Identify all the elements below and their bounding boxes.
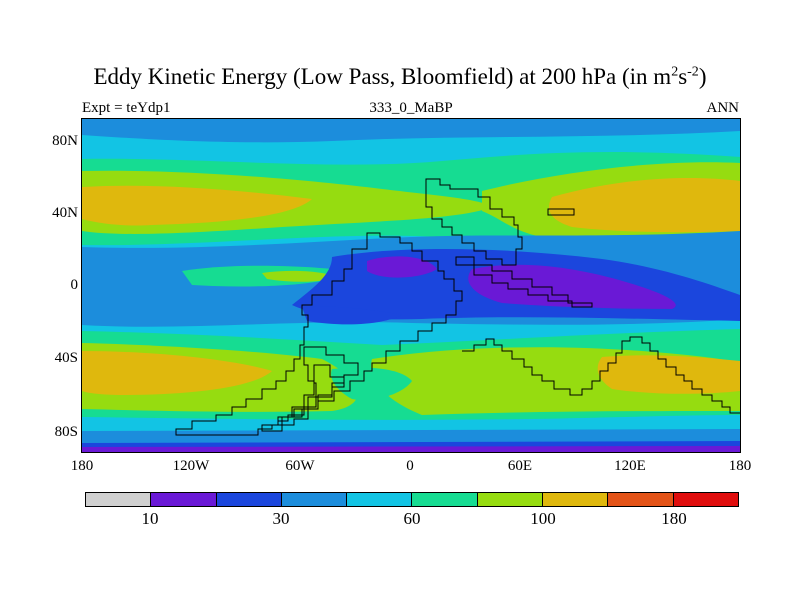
colorbar-segment xyxy=(86,493,151,506)
field-north-gold-west xyxy=(82,185,312,226)
x-tick-label: 0 xyxy=(406,458,414,474)
y-tick-label: 40S xyxy=(54,350,78,366)
colorbar-segment xyxy=(411,493,477,506)
coastline-southeast-continent xyxy=(462,336,740,414)
colorbar-segment xyxy=(215,493,281,506)
y-tick-label: 80S xyxy=(54,424,78,440)
coastline-island-north xyxy=(547,208,575,216)
x-tick-label: 60W xyxy=(285,458,315,474)
field-purple-east xyxy=(468,264,676,309)
x-tick-label: 180 xyxy=(70,458,94,474)
plot-title: Eddy Kinetic Energy (Low Pass, Bloomfiel… xyxy=(93,64,707,89)
colorbar-label: 60 xyxy=(403,509,421,528)
colorbar-segment xyxy=(672,493,738,506)
case-label: 333_0_MaBP xyxy=(369,100,453,116)
field-purple-west xyxy=(367,256,437,278)
colorbar-segment xyxy=(280,493,347,506)
coastline-north-continent xyxy=(425,178,523,266)
y-tick-label: 0 xyxy=(70,277,79,293)
colorbar-label: 100 xyxy=(530,509,556,528)
field-north-gold-east xyxy=(548,178,740,233)
contour-map xyxy=(82,119,740,452)
y-tick-label: 80N xyxy=(52,133,78,149)
colorbar-segment xyxy=(150,493,216,506)
x-tick-label: 120E xyxy=(614,458,646,474)
colorbar-segment xyxy=(542,493,608,506)
season-label: ANN xyxy=(706,100,740,116)
coastline-lower-continent xyxy=(261,346,359,432)
colorbar-segment xyxy=(607,493,673,506)
field-south-gold-east xyxy=(597,355,740,394)
field-south-gold-west xyxy=(82,351,272,395)
x-tick-label: 180 xyxy=(728,458,752,474)
colorbar-label: 180 xyxy=(661,509,687,528)
coastline-inner-africa xyxy=(277,364,345,422)
field-blue-tongue xyxy=(302,306,402,325)
y-tick-label: 40N xyxy=(52,205,78,221)
coastline-east-continent xyxy=(455,256,593,308)
field-lime-lens xyxy=(262,270,337,282)
field-antarctic-blue xyxy=(82,441,740,447)
experiment-label: Expt = teYdp1 xyxy=(82,100,171,116)
colorbar xyxy=(85,492,739,507)
coastlines xyxy=(175,178,740,436)
field-south-green-mid xyxy=(331,367,412,401)
contour-map-svg xyxy=(82,119,740,452)
x-tick-label: 60E xyxy=(507,458,533,474)
colorbar-label: 30 xyxy=(272,509,290,528)
x-tick-label: 120W xyxy=(172,458,210,474)
colorbar-segment xyxy=(476,493,543,506)
colorbar-segment xyxy=(346,493,412,506)
field-arctic-midblue xyxy=(82,119,740,143)
field-antarctic-purple xyxy=(82,446,740,452)
field-antarctic-midblue xyxy=(82,429,740,445)
colorbar-label: 10 xyxy=(141,509,159,528)
